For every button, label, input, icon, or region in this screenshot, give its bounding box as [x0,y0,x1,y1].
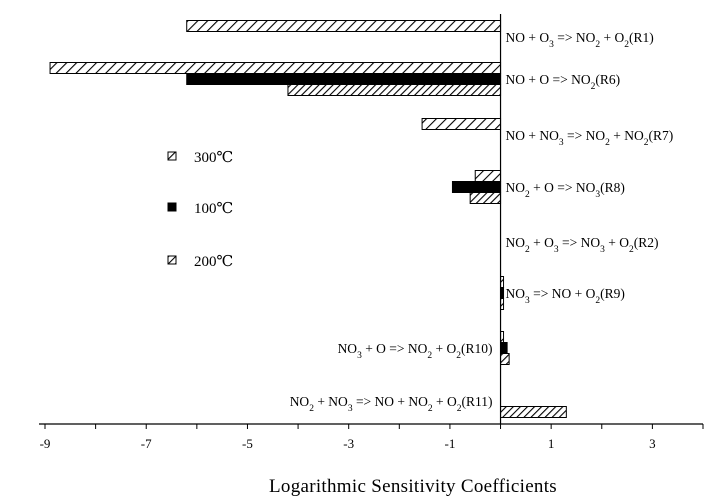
bar-R7-300C [421,118,502,130]
legend-label: 300℃ [194,150,233,166]
reaction-labels: NO + O3 => NO2 + O2(R1) NO + O => NO2(R6)… [290,30,674,414]
reaction-label-R2: NO2 + O3 => NO3 + O2(R2) [506,235,659,255]
x-tick-label: 3 [649,436,656,451]
x-tick-label: -3 [343,436,354,451]
legend-swatch [167,255,177,265]
bars-layer [49,20,567,418]
legend-label: 200℃ [194,254,233,270]
legend-item-100C: 100℃ [167,201,233,217]
reaction-label-R9: NO3 => NO + O2(R9) [506,286,625,306]
x-tick-label: -7 [141,436,152,451]
bar-R8-100C [451,181,502,193]
bar-R10-200C [500,353,510,365]
reaction-label-R10: NO3 + O => NO2 + O2(R10) [338,341,493,361]
reaction-label-R1: NO + O3 => NO2 + O2(R1) [506,30,654,50]
bar-R8-300C [474,170,502,182]
bar-R10-100C [500,342,508,354]
reaction-label-R6: NO + O => NO2(R6) [506,72,621,92]
x-axis-title: Logarithmic Sensitivity Coefficients [269,476,557,497]
x-tick-label: -1 [445,436,456,451]
legend-swatch [167,202,177,212]
reaction-label-R8: NO2 + O => NO3(R8) [506,180,625,200]
reaction-label-R11: NO2 + NO3 => NO + NO2 + O2(R11) [290,394,493,414]
bar-R6-300C [49,62,502,74]
legend-item-200C: 200℃ [167,254,233,270]
legend-swatch [167,151,177,161]
legend-label: 100℃ [194,201,233,217]
x-axis: -9 -7 -5 -3 -1 1 3 [39,423,704,451]
legend: 300℃ 100℃ 200℃ [167,150,233,270]
bar-R8-200C [469,192,502,204]
bar-R1-300C [186,20,502,32]
bar-R6-200C [287,84,502,96]
x-tick-label: -5 [242,436,253,451]
bar-R6-100C [186,73,502,85]
legend-item-300C: 300℃ [167,150,233,166]
bar-R11-200C [500,406,567,418]
x-tick-label: -9 [40,436,51,451]
reaction-label-R7: NO + NO3 => NO2 + NO2(R7) [506,128,674,148]
x-tick-label: 1 [548,436,555,451]
